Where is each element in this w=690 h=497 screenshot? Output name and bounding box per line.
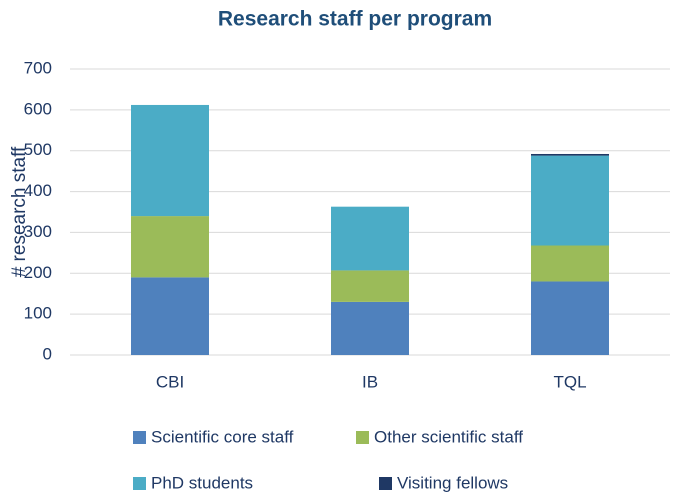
bar-segment (331, 301, 409, 355)
bar-segment (531, 155, 609, 246)
x-tick-label: CBI (156, 372, 184, 391)
y-tick-label: 300 (24, 222, 52, 241)
bar-segment (331, 270, 409, 302)
legend-label: PhD students (151, 473, 253, 492)
y-tick-label: 400 (24, 181, 52, 200)
x-tick-label: IB (362, 372, 378, 391)
bar-segment (531, 245, 609, 282)
legend-label: Scientific core staff (151, 427, 294, 446)
y-tick-label: 100 (24, 304, 52, 323)
y-tick-label: 600 (24, 99, 52, 118)
bar-segment (531, 281, 609, 355)
bar-segment (331, 206, 409, 271)
y-tick-label: 0 (43, 344, 52, 363)
legend-swatch (356, 431, 369, 444)
bar-segment (531, 153, 609, 156)
y-tick-label: 200 (24, 263, 52, 282)
bar-segment (131, 216, 209, 278)
legend-label: Visiting fellows (397, 473, 508, 492)
x-tick-label: TQL (553, 372, 586, 391)
y-tick-label: 500 (24, 140, 52, 159)
bar-segment (131, 104, 209, 217)
bar-segment (131, 277, 209, 355)
chart-title: Research staff per program (218, 8, 492, 31)
legend-label: Other scientific staff (374, 427, 523, 446)
y-tick-label: 700 (24, 58, 52, 77)
legend-swatch (379, 477, 392, 490)
legend-swatch (133, 431, 146, 444)
legend-swatch (133, 477, 146, 490)
y-axis-label: # research staff (9, 146, 30, 277)
